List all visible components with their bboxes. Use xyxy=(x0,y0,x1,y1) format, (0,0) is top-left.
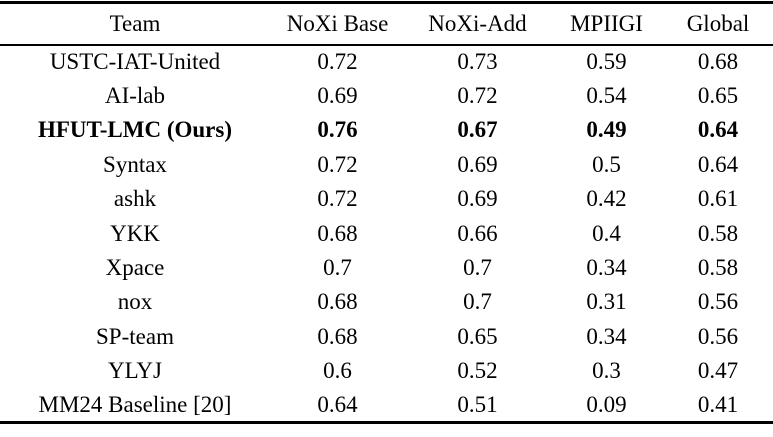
value-cell: 0.69 xyxy=(317,83,358,109)
header-row: Team NoXi Base NoXi-Add MPIIGI Global xyxy=(0,2,773,46)
value-cell: 0.7 xyxy=(463,255,492,281)
value-cell: 0.56 xyxy=(697,289,739,315)
value-cell: 0.4 xyxy=(592,220,621,246)
value-cell: 0.54 xyxy=(586,83,627,109)
value-cell: 0.47 xyxy=(697,358,739,384)
value-cell: 0.72 xyxy=(457,83,498,109)
value-cell: 0.69 xyxy=(457,151,498,177)
value-cell: 0.72 xyxy=(317,186,358,212)
value-cell: 0.6 xyxy=(323,358,352,384)
value-cell: 0.73 xyxy=(457,49,498,75)
value-cell: 0.68 xyxy=(697,49,739,75)
team-cell: Xpace xyxy=(105,255,165,281)
value-cell: 0.76 xyxy=(317,117,358,143)
team-cell: YLYJ xyxy=(108,358,162,384)
value-cell: 0.49 xyxy=(586,117,627,143)
value-cell: 0.72 xyxy=(317,151,358,177)
value-cell: 0.68 xyxy=(317,220,358,246)
value-cell: 0.51 xyxy=(457,391,498,417)
value-cell: 0.61 xyxy=(697,186,739,212)
value-cell: 0.34 xyxy=(586,255,627,281)
value-cell: 0.68 xyxy=(317,323,358,349)
value-cell: 0.41 xyxy=(697,391,739,417)
column-header-team: Team xyxy=(0,2,270,46)
value-cell: 0.68 xyxy=(317,289,358,315)
column-header-global: Global xyxy=(663,2,773,46)
table-row: Syntax 0.72 0.69 0.5 0.64 xyxy=(0,148,773,182)
value-cell: 0.7 xyxy=(323,255,352,281)
value-cell: 0.58 xyxy=(697,220,739,246)
table-header: Team NoXi Base NoXi-Add MPIIGI Global xyxy=(0,2,773,46)
team-cell: YKK xyxy=(110,220,160,246)
value-cell: 0.5 xyxy=(592,151,621,177)
table-row: HFUT-LMC (Ours) 0.76 0.67 0.49 0.64 xyxy=(0,113,773,147)
table-row: YKK 0.68 0.66 0.4 0.58 xyxy=(0,216,773,250)
value-cell: 0.66 xyxy=(457,220,498,246)
table-row: Xpace 0.7 0.7 0.34 0.58 xyxy=(0,251,773,285)
value-cell: 0.64 xyxy=(697,117,739,143)
value-cell: 0.09 xyxy=(586,391,627,417)
column-header-noxi-base: NoXi Base xyxy=(270,2,405,46)
value-cell: 0.7 xyxy=(463,289,492,315)
column-header-noxi-add: NoXi-Add xyxy=(405,2,550,46)
value-cell: 0.58 xyxy=(697,255,739,281)
team-cell: HFUT-LMC (Ours) xyxy=(37,117,232,143)
value-cell: 0.59 xyxy=(586,49,627,75)
value-cell: 0.56 xyxy=(697,323,739,349)
table-row: AI-lab 0.69 0.72 0.54 0.65 xyxy=(0,79,773,113)
value-cell: 0.65 xyxy=(457,323,498,349)
team-cell: SP-team xyxy=(96,323,174,349)
value-cell: 0.64 xyxy=(697,151,739,177)
column-header-mpiigi: MPIIGI xyxy=(550,2,663,46)
table-row: MM24 Baseline [20] 0.64 0.51 0.09 0.41 xyxy=(0,388,773,422)
table-body: USTC-IAT-United 0.72 0.73 0.59 0.68 AI-lab 0.6… xyxy=(0,45,773,423)
table-row: YLYJ 0.6 0.52 0.3 0.47 xyxy=(0,354,773,388)
value-cell: 0.69 xyxy=(457,186,498,212)
value-cell: 0.65 xyxy=(697,83,739,109)
team-cell: AI-lab xyxy=(104,83,166,109)
table-row: ashk 0.72 0.69 0.42 0.61 xyxy=(0,182,773,216)
team-cell: Syntax xyxy=(103,151,167,177)
value-cell: 0.34 xyxy=(586,323,627,349)
team-cell: nox xyxy=(117,289,153,315)
value-cell: 0.72 xyxy=(317,49,358,75)
value-cell: 0.42 xyxy=(586,186,627,212)
value-cell: 0.67 xyxy=(457,117,498,143)
team-cell: MM24 Baseline [20] xyxy=(38,391,232,417)
team-cell: ashk xyxy=(113,186,157,212)
team-cell: USTC-IAT-United xyxy=(49,49,221,75)
value-cell: 0.31 xyxy=(586,289,627,315)
value-cell: 0.64 xyxy=(317,391,358,417)
table-row: nox 0.68 0.7 0.31 0.56 xyxy=(0,285,773,319)
results-table: Team NoXi Base NoXi-Add MPIIGI Global US… xyxy=(0,1,773,425)
value-cell: 0.3 xyxy=(592,358,621,384)
table-row: SP-team 0.68 0.65 0.34 0.56 xyxy=(0,320,773,354)
value-cell: 0.52 xyxy=(457,358,498,384)
table-row: USTC-IAT-United 0.72 0.73 0.59 0.68 xyxy=(0,45,773,79)
